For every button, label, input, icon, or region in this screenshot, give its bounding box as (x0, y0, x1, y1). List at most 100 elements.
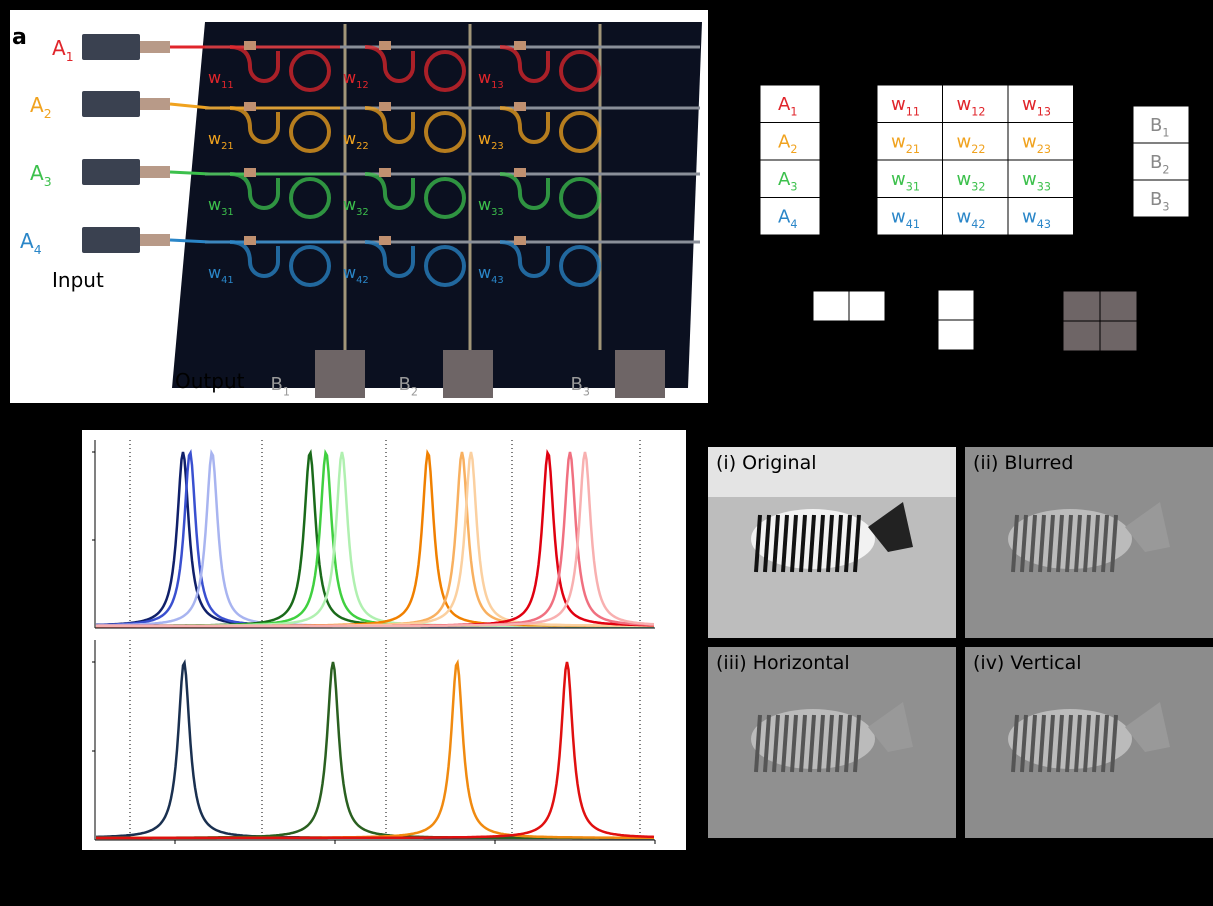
matrix-entry-sub: 32 (971, 180, 985, 193)
weight-label-base: w (343, 129, 356, 148)
input-fiber (170, 172, 210, 174)
weight-label-sub: 32 (356, 207, 369, 218)
heater (379, 102, 391, 111)
heater (379, 41, 391, 50)
matrix-entry-base: w (891, 169, 906, 190)
fiber-connector (140, 234, 170, 246)
vector-entry-base: A (778, 169, 791, 190)
weight-label-sub: 42 (356, 275, 369, 286)
kernel-cell (938, 290, 974, 320)
matrix-entry-sub: 13 (1037, 105, 1051, 118)
heater (514, 236, 526, 245)
weight-label-sub: 23 (491, 141, 504, 152)
input-fiber (170, 240, 210, 242)
vector-entry-sub: 3 (1162, 200, 1169, 213)
weight-label-sub: 12 (356, 80, 369, 91)
weight-label-base: w (343, 195, 356, 214)
matrix-entry-sub: 11 (906, 105, 920, 118)
weight-label-base: w (478, 195, 491, 214)
weight-label-base: w (208, 195, 221, 214)
input-label-sub: 1 (66, 49, 74, 64)
image-label: (iii) Horizontal (716, 652, 850, 674)
matrix-entry-base: w (957, 207, 972, 228)
vector-entry-sub: 1 (1162, 126, 1169, 139)
vector-entry-sub: 2 (790, 143, 797, 156)
laser-module (82, 91, 140, 117)
weight-label-base: w (208, 68, 221, 87)
fiber-connector (140, 98, 170, 110)
input-label-sub: 2 (44, 106, 52, 121)
output-label-text: Output (175, 369, 245, 393)
weight-label-sub: 41 (221, 275, 234, 286)
heater (379, 168, 391, 177)
matrix-entry-sub: 33 (1037, 180, 1051, 193)
laser-module (82, 227, 140, 253)
heater (244, 102, 256, 111)
weight-label-base: w (478, 263, 491, 282)
output-label-sub: 2 (411, 385, 418, 398)
weight-label-sub: 13 (491, 80, 504, 91)
weight-label-base: w (478, 129, 491, 148)
vector-entry-sub: 4 (790, 218, 797, 231)
kernel-cell (1100, 321, 1137, 351)
matrix-entry-base: w (891, 207, 906, 228)
output-label-base: B (571, 374, 583, 395)
panel-label: a (12, 25, 27, 50)
matrix-entry-sub: 42 (971, 218, 985, 231)
kernel-cell (938, 320, 974, 350)
heater (244, 168, 256, 177)
heater (379, 236, 391, 245)
matrix-entry-base: w (891, 132, 906, 153)
figure: aA1w11w12w13A2w21w22w23A3w31w32w33A4w41w… (0, 0, 1213, 906)
vector-entry-sub: 2 (1162, 163, 1169, 176)
matrix-entry-base: w (1022, 94, 1037, 115)
input-label-sub: 3 (44, 174, 52, 189)
weight-label-base: w (343, 68, 356, 87)
kernel-cell (1063, 321, 1100, 351)
weight-label-sub: 22 (356, 141, 369, 152)
page: aA1w11w12w13A2w21w22w23A3w31w32w33A4w41w… (0, 0, 1213, 906)
vector-entry-base: A (778, 207, 791, 228)
matrix-entry-base: w (1022, 132, 1037, 153)
matrix-entry-base: w (1022, 207, 1037, 228)
kernel-cell (1100, 291, 1137, 321)
matrix-entry-sub: 41 (906, 218, 920, 231)
vector-entry-base: B (1150, 189, 1162, 210)
kernel-cell (813, 291, 849, 321)
heater (244, 41, 256, 50)
matrix-entry-sub: 43 (1037, 218, 1051, 231)
weight-label-sub: 43 (491, 275, 504, 286)
heater (514, 168, 526, 177)
matrix-entry-base: w (957, 169, 972, 190)
input-label-text: Input (52, 268, 104, 292)
output-label-base: B (271, 374, 283, 395)
vector-entry-sub: 1 (790, 105, 797, 118)
weight-label-sub: 21 (221, 141, 234, 152)
laser-module (82, 159, 140, 185)
image-label: (i) Original (716, 452, 817, 474)
matrix-entry-base: w (957, 94, 972, 115)
heater (244, 236, 256, 245)
matrix-entry-base: w (957, 132, 972, 153)
weight-label-sub: 11 (221, 80, 234, 91)
input-label-sub: 4 (34, 242, 42, 257)
weight-label-base: w (208, 263, 221, 282)
vector-entry-sub: 3 (790, 180, 797, 193)
laser-module (82, 34, 140, 60)
image-label: (ii) Blurred (973, 452, 1073, 474)
vector-entry-base: B (1150, 152, 1162, 173)
vector-entry-base: B (1150, 115, 1162, 136)
weight-label-sub: 31 (221, 207, 234, 218)
output-label-base: B (399, 374, 411, 395)
vector-entry-base: A (778, 132, 791, 153)
detector (315, 350, 365, 398)
heater (514, 41, 526, 50)
matrix-entry-sub: 12 (971, 105, 985, 118)
kernel-cell (849, 291, 885, 321)
matrix-entry-sub: 31 (906, 180, 920, 193)
input-label-base: A (52, 36, 66, 60)
matrix-entry-base: w (891, 94, 906, 115)
weight-label-base: w (478, 68, 491, 87)
output-label-sub: 3 (583, 385, 590, 398)
detector (443, 350, 493, 398)
